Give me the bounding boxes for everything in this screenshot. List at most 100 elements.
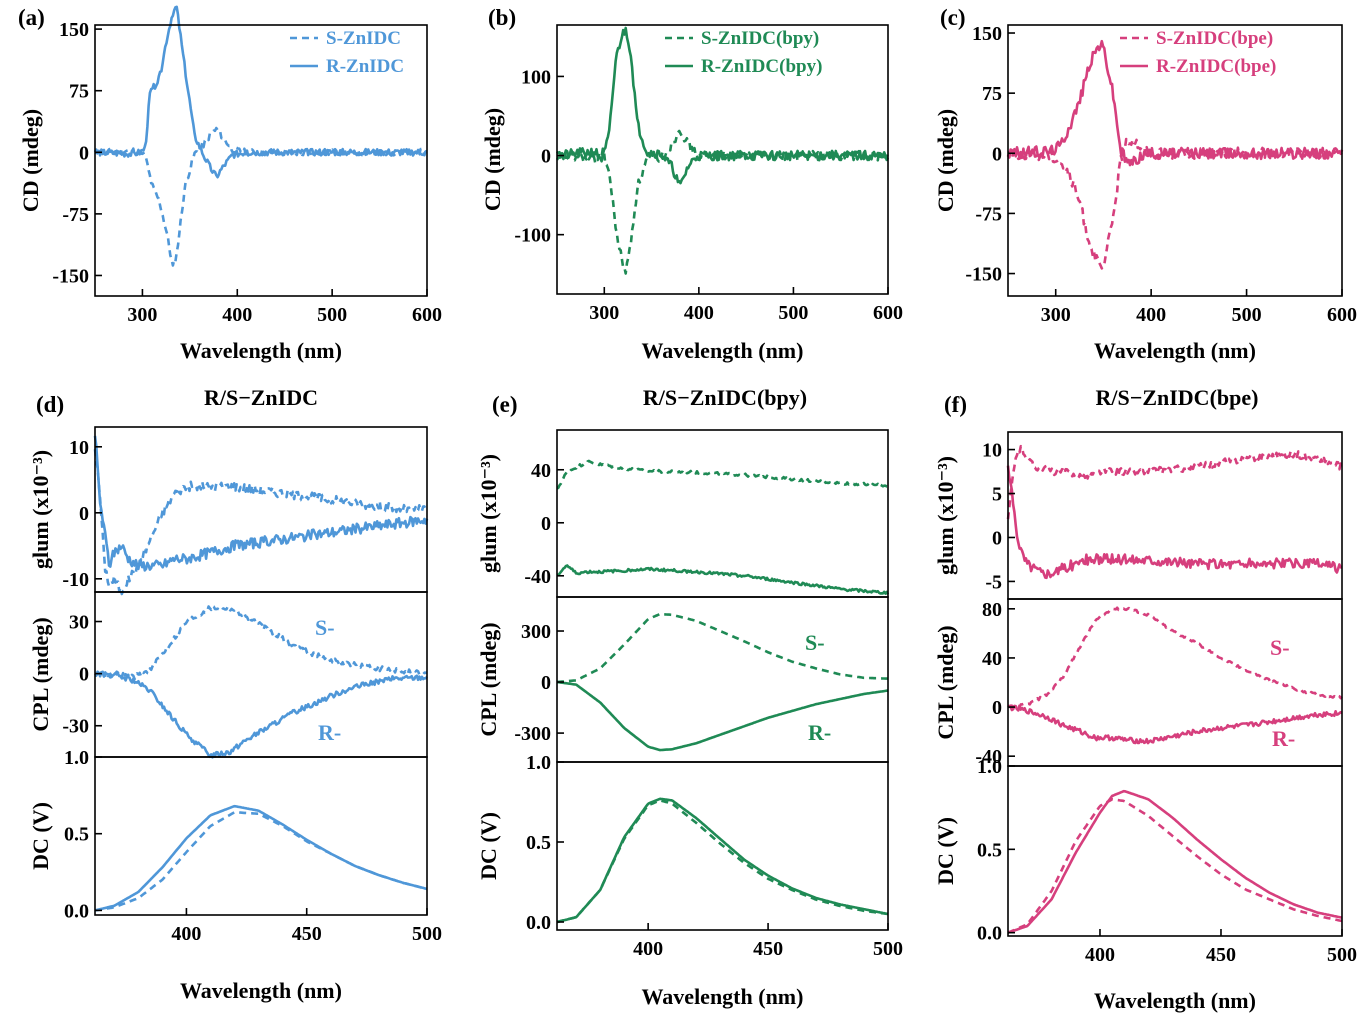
x-tick-label: 500	[317, 304, 347, 326]
series-line-R-	[1007, 789, 1343, 934]
legend-label: R-ZnIDC(bpy)	[701, 56, 822, 77]
y-tick-label: 150	[972, 23, 1002, 45]
series-line-R-ZnIDC(bpe)	[1006, 39, 1344, 167]
subplot-cpl: 30 0 -30 CPL (mdeg) S- R-	[28, 591, 428, 759]
annotation-r-label: R-	[1272, 726, 1295, 751]
y-axis-label: CPL (mdeg)	[476, 622, 501, 736]
y-tick-label: 0	[541, 146, 551, 168]
x-tick-label: 400	[633, 938, 663, 960]
x-axis-label: Wavelength (nm)	[1094, 338, 1256, 363]
y-tick-label: 40	[531, 460, 551, 482]
y-tick-label: 0.5	[977, 839, 1002, 861]
y-axis-label: CPL (mdeg)	[28, 617, 53, 731]
y-tick-label: -100	[514, 225, 551, 247]
annotation-s-label: S-	[315, 615, 335, 640]
y-tick-label: 0	[541, 513, 551, 535]
series-line-R-	[556, 564, 890, 595]
x-tick-label: 450	[1206, 944, 1236, 966]
legend-label: R-ZnIDC(bpe)	[1156, 56, 1276, 77]
y-tick-label: 10	[982, 440, 1002, 462]
y-tick-label: 75	[69, 81, 89, 103]
y-axis-label: DC (V)	[28, 802, 53, 870]
series-line-S-	[1006, 444, 1344, 520]
series-line-R-	[1006, 465, 1343, 580]
panel-tag: (f)	[944, 392, 967, 417]
panel-tag: (b)	[488, 5, 516, 30]
y-tick-label: -150	[965, 264, 1002, 286]
plot-frame	[94, 591, 428, 758]
panel-a: 300 400 500 600 150 75 0 -75 -150 Wavelength (nm)…	[18, 5, 442, 363]
subplot-cpl: 300 0 -300 CPL (mdeg) S- R-	[476, 596, 889, 763]
y-tick-label: 5	[992, 484, 1002, 506]
y-tick-label: 150	[59, 19, 89, 41]
x-axis-label: Wavelength (nm)	[180, 338, 342, 363]
x-tick-label: 400	[171, 923, 201, 945]
x-tick-label: 300	[127, 304, 157, 326]
y-axis-label: CD (mdeg)	[480, 108, 505, 211]
x-axis-label: Wavelength (nm)	[642, 984, 804, 1009]
y-tick-label: 10	[69, 437, 89, 459]
y-tick-label: -300	[514, 723, 551, 745]
series-line-R-	[94, 804, 428, 912]
panel-title: R/S−ZnIDC(bpe)	[1096, 385, 1259, 410]
legend-label: S-ZnIDC(bpy)	[701, 28, 819, 49]
series-line-R-ZnIDC(bpy)	[555, 26, 890, 185]
y-tick-label: 0.5	[64, 824, 89, 846]
y-tick-label: 1.0	[64, 747, 89, 769]
y-tick-label: -5	[985, 571, 1002, 593]
panel-b: 300 400 500 600 100 0 -100 Wavelength (nm) CD (m…	[480, 5, 903, 363]
series-line-S-	[1008, 606, 1343, 709]
legend-label: S-ZnIDC(bpe)	[1156, 28, 1273, 49]
panel-c: 300 400 500 600 150 75 0 -75 -150 Wavelength (nm)…	[933, 5, 1357, 363]
subplot-glum: 40 0 -40 glum (x10⁻³)	[476, 429, 890, 598]
y-axis-label: glum (x10⁻³)	[476, 454, 501, 573]
y-tick-label: 0.5	[526, 832, 551, 854]
x-tick-label: 450	[753, 938, 783, 960]
y-axis-label: DC (V)	[476, 812, 501, 880]
y-tick-label: -30	[62, 716, 89, 738]
y-tick-label: 0.0	[64, 900, 89, 922]
y-tick-label: 0	[79, 503, 89, 525]
y-tick-label: 80	[982, 599, 1002, 621]
y-tick-label: 0.0	[977, 923, 1002, 945]
subplot-dc: 1.0 0.5 0.0 DC (V) 400 450 500	[933, 756, 1357, 966]
panel-tag: (e)	[492, 392, 518, 417]
series-line-S-	[556, 612, 888, 684]
subplot-cpl: 80 40 0 -40 CPL (mdeg) S- R-	[933, 598, 1343, 768]
plot-frame	[556, 24, 889, 295]
y-tick-label: 30	[69, 612, 89, 634]
y-tick-label: 0	[79, 142, 89, 164]
series-line-R-ZnIDC	[93, 5, 428, 179]
y-axis-label: CPL (mdeg)	[933, 625, 958, 739]
series-line-R-	[93, 435, 429, 572]
y-tick-label: 1.0	[526, 752, 551, 774]
x-tick-label: 400	[684, 302, 714, 324]
series-line-S-	[1007, 798, 1343, 934]
panel-tag: (a)	[18, 5, 45, 30]
series-line-S-	[94, 811, 428, 912]
plot-frame	[94, 24, 428, 297]
y-tick-label: -40	[524, 566, 551, 588]
x-axis-label: Wavelength (nm)	[1094, 988, 1256, 1013]
series-line-R-	[93, 670, 428, 759]
y-tick-label: 0	[541, 672, 551, 694]
y-axis-label: DC (V)	[933, 817, 958, 885]
x-tick-label: 500	[873, 938, 903, 960]
y-axis-label: glum (x10⁻³)	[933, 456, 958, 575]
x-tick-label: 500	[1327, 944, 1357, 966]
x-tick-label: 400	[222, 304, 252, 326]
series-line-S-	[93, 449, 429, 596]
x-tick-label: 600	[1327, 304, 1357, 326]
x-axis-label: Wavelength (nm)	[642, 338, 804, 363]
x-axis-label: Wavelength (nm)	[180, 978, 342, 1003]
plot-frame	[1007, 765, 1343, 937]
y-tick-label: -10	[62, 569, 89, 591]
series-line-S-	[94, 604, 428, 681]
x-tick-label: 450	[292, 923, 322, 945]
annotation-s-label: S-	[1270, 635, 1290, 660]
y-tick-label: 0	[992, 527, 1002, 549]
subplot-dc: 1.0 0.5 0.0 DC (V) 400 450 500	[28, 747, 442, 945]
